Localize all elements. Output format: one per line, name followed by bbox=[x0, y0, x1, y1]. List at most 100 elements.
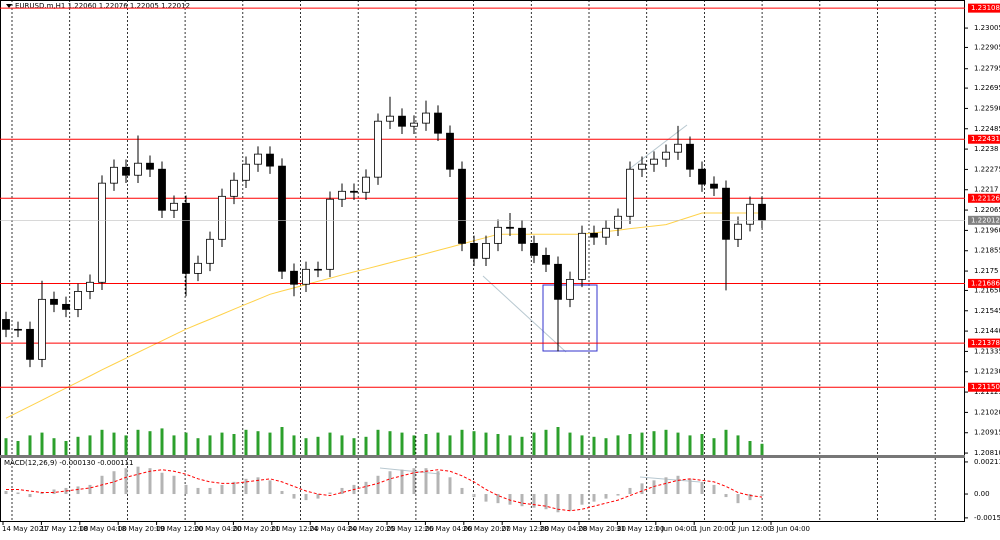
x-tick-label: 21 May 12:00 bbox=[271, 525, 319, 533]
candle-body bbox=[170, 202, 178, 211]
macd-y-tick-label: -0.001569 bbox=[974, 514, 1000, 522]
level-label-box bbox=[968, 278, 1000, 288]
volume-bar bbox=[556, 427, 560, 455]
volume-bar bbox=[532, 432, 536, 455]
x-tick-label: 28 May 20:00 bbox=[578, 525, 626, 533]
macd-bar bbox=[388, 471, 392, 495]
macd-bar bbox=[532, 494, 536, 508]
candle-body bbox=[686, 143, 694, 170]
candle-body bbox=[134, 162, 142, 176]
volume-bar bbox=[496, 434, 500, 455]
x-tick-label: 1 Jun 04:00 bbox=[655, 525, 695, 533]
candle-body bbox=[590, 232, 598, 238]
macd-y-tick-label: 0.00 bbox=[974, 490, 990, 498]
volume-bar bbox=[220, 432, 224, 455]
candle-body bbox=[14, 328, 22, 331]
candle-body bbox=[146, 162, 154, 170]
y-tick-label: 1.21650 bbox=[974, 286, 1000, 294]
plot-frame bbox=[0, 0, 965, 522]
level-label-box bbox=[968, 134, 1000, 144]
volume-bar bbox=[544, 429, 548, 455]
candle-body bbox=[374, 120, 382, 178]
candle-body bbox=[278, 165, 286, 272]
volume-bar bbox=[748, 441, 752, 455]
x-tick-label: 24 May 04:00 bbox=[309, 525, 357, 533]
macd-bar bbox=[112, 471, 116, 495]
candle-body bbox=[2, 319, 10, 330]
candle-body bbox=[230, 179, 238, 197]
level-label: 1.22431 bbox=[971, 135, 1000, 143]
candle-body bbox=[566, 278, 574, 300]
macd-bar bbox=[700, 481, 704, 495]
candle-body bbox=[62, 303, 70, 310]
volume-bar bbox=[448, 435, 452, 455]
y-tick-label: 1.22905 bbox=[974, 43, 1000, 51]
candle-body bbox=[758, 203, 766, 221]
volume-bar bbox=[16, 441, 20, 455]
candle-body bbox=[266, 153, 274, 167]
y-tick-label: 1.2217 bbox=[974, 186, 999, 194]
candle-body bbox=[674, 143, 682, 153]
volume-bar bbox=[712, 438, 716, 455]
y-tick-label: 1.22695 bbox=[974, 84, 1000, 92]
volume-bar bbox=[604, 438, 608, 455]
candle-body bbox=[86, 281, 94, 292]
candle-body bbox=[746, 203, 754, 225]
y-tick-label: 1.21440 bbox=[974, 327, 1000, 335]
volume-bar bbox=[688, 435, 692, 455]
level-label-box bbox=[968, 3, 1000, 13]
moving-average bbox=[5, 212, 762, 419]
macd-bar bbox=[568, 494, 572, 511]
candle-body bbox=[434, 112, 442, 134]
menu-icon bbox=[6, 4, 12, 8]
macd-bar bbox=[496, 494, 500, 504]
volume-bar bbox=[508, 435, 512, 455]
macd-bar bbox=[220, 484, 224, 495]
macd-bar bbox=[400, 469, 404, 495]
candle-body bbox=[326, 198, 334, 270]
macd-bar bbox=[736, 494, 740, 504]
macd-bar bbox=[640, 483, 644, 495]
macd-bar bbox=[664, 477, 668, 495]
y-tick-label: 1.2175 bbox=[974, 267, 999, 275]
candle-body bbox=[194, 262, 202, 274]
volume-bar bbox=[28, 435, 32, 455]
x-tick-label: 1 Jun 20:00 bbox=[693, 525, 733, 533]
level-label: 1.21378 bbox=[971, 339, 1000, 347]
candle-body bbox=[710, 183, 718, 189]
x-tick-label: 14 May 2021 bbox=[2, 525, 48, 533]
volume-bar bbox=[568, 432, 572, 455]
x-tick-label: 20 May 04:00 bbox=[194, 525, 242, 533]
volume-bar bbox=[4, 438, 8, 455]
macd-bar bbox=[136, 466, 140, 495]
candle-body bbox=[446, 132, 454, 170]
macd-bar bbox=[712, 484, 716, 495]
macd-bar bbox=[280, 490, 284, 495]
x-tick-label: 18 May 04:00 bbox=[79, 525, 127, 533]
volume-bar bbox=[64, 441, 68, 455]
macd-bar bbox=[508, 494, 512, 505]
volume-bar bbox=[316, 436, 320, 455]
y-tick-label: 1.21960 bbox=[974, 226, 1000, 234]
candle-body bbox=[734, 223, 742, 240]
macd-bar bbox=[520, 494, 524, 507]
x-tick-label: 2 Jun 12:00 bbox=[732, 525, 772, 533]
candle-body bbox=[338, 190, 346, 200]
volume-bar bbox=[184, 432, 188, 455]
candle-body bbox=[530, 242, 538, 256]
macd-bar bbox=[124, 468, 128, 495]
macd-bar bbox=[28, 494, 32, 498]
volume-bar bbox=[376, 429, 380, 455]
macd-bar bbox=[328, 492, 332, 495]
candle-body bbox=[506, 226, 514, 229]
volume-bar bbox=[460, 429, 464, 455]
volume-bar bbox=[760, 443, 764, 455]
candle-body bbox=[578, 232, 586, 280]
volume-bar bbox=[388, 431, 392, 455]
candle-body bbox=[122, 166, 130, 176]
macd-bar bbox=[460, 487, 464, 495]
level-label: 1.21150 bbox=[971, 383, 1000, 391]
macd-bar bbox=[340, 487, 344, 495]
trend-line bbox=[627, 124, 688, 171]
